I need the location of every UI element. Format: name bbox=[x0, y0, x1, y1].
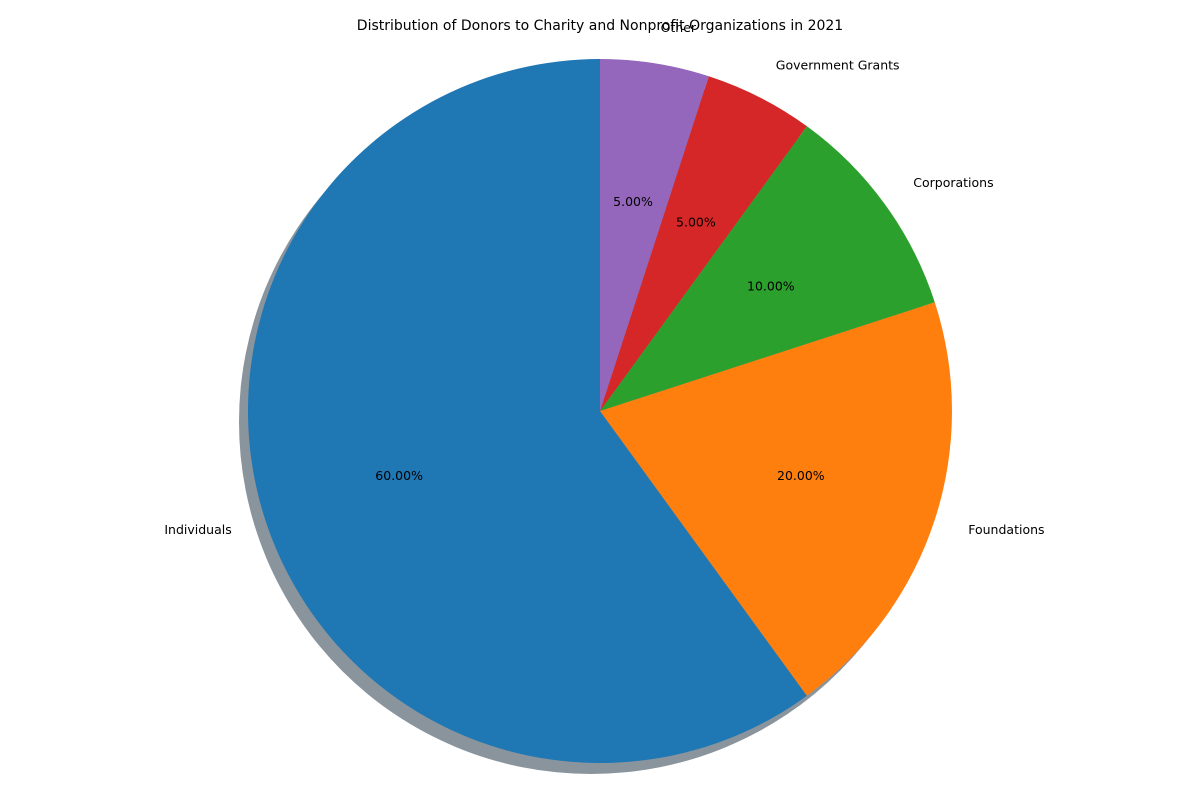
category-label-corporations: Corporations bbox=[913, 175, 993, 190]
category-labels: Individuals Foundations Corporations Govern… bbox=[164, 20, 1044, 537]
pie-slices bbox=[247, 59, 952, 764]
category-label-government-grants: Government Grants bbox=[776, 58, 900, 73]
percent-label-individuals: 60.00% bbox=[375, 468, 423, 483]
pie-slice-government-grants bbox=[600, 76, 807, 412]
pie-slice-foundations bbox=[600, 302, 952, 696]
percent-label-corporations: 10.00% bbox=[747, 278, 795, 293]
percent-label-other: 5.00% bbox=[613, 194, 653, 209]
percent-labels: 60.00% 20.00% 10.00% 5.00% 5.00% bbox=[375, 194, 825, 483]
pie-slice-corporations bbox=[600, 126, 935, 412]
pie-slice-individuals bbox=[247, 59, 807, 764]
category-label-other: Other bbox=[661, 20, 697, 35]
percent-label-foundations: 20.00% bbox=[777, 468, 825, 483]
pie-slice-other bbox=[600, 59, 709, 411]
chart-title: Distribution of Donors to Charity and No… bbox=[357, 18, 843, 34]
category-label-foundations: Foundations bbox=[968, 522, 1044, 537]
percent-label-government-grants: 5.00% bbox=[676, 214, 716, 229]
category-label-individuals: Individuals bbox=[164, 522, 231, 537]
